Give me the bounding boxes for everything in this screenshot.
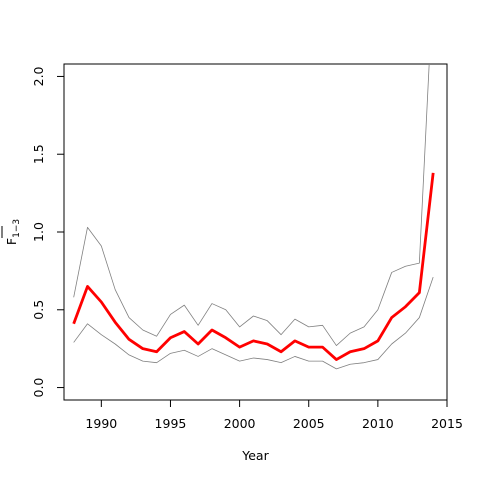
x-tick-label: 2015: [431, 416, 463, 431]
y-tick-label: 0.5: [31, 300, 46, 320]
y-tick-label: 2.0: [31, 66, 46, 86]
y-axis: 0.0 0.5 1.0 1.5 2.0: [31, 66, 65, 398]
x-axis: 1990 1995 2000 2005 2010 2015: [85, 399, 463, 431]
series-lines: [72, 64, 435, 370]
y-tick-label: 1.0: [31, 222, 46, 242]
y-axis-title-subscript: 1−3: [12, 219, 22, 238]
series-line-estimate: [72, 172, 435, 361]
x-tick-label: 1995: [155, 416, 187, 431]
y-tick-label: 0.0: [31, 378, 46, 398]
y-tick-label: 1.5: [31, 144, 46, 164]
x-tick-label: 2005: [293, 416, 325, 431]
x-tick-label: 2000: [224, 416, 256, 431]
x-tick-label: 1990: [85, 416, 117, 431]
plot-frame: [63, 63, 448, 401]
y-axis-title: F1−3: [4, 219, 22, 245]
y-axis-title-main: F: [4, 238, 19, 245]
x-tick-label: 2010: [362, 416, 394, 431]
x-axis-title: Year: [241, 448, 269, 463]
series-line-upper-bound: [73, 64, 430, 346]
series-line-lower-bound: [73, 276, 434, 370]
